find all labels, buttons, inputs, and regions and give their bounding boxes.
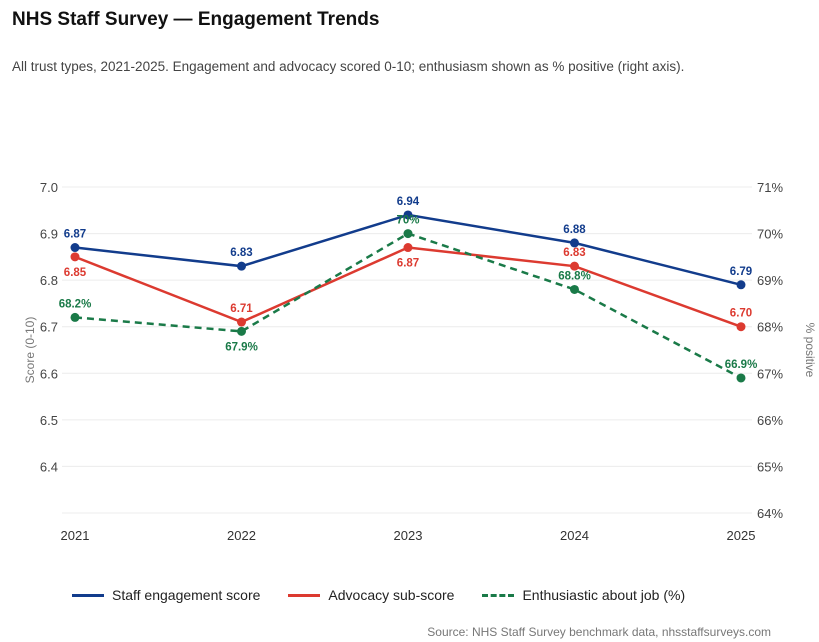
legend-item-engagement[interactable]: Staff engagement score	[72, 587, 260, 603]
data-point-2	[70, 312, 80, 322]
data-point-2	[570, 284, 579, 294]
legend-item-enthusiasm[interactable]: Enthusiastic about job (%)	[482, 587, 685, 603]
y2-tick-label: 70%	[757, 227, 783, 242]
legend-label: Staff engagement score	[112, 587, 261, 603]
y-tick-label: 6.8	[40, 273, 58, 288]
data-label-2: 67.9%	[225, 341, 258, 353]
legend-label: Enthusiastic about job (%)	[522, 587, 686, 603]
x-tick-label: 2023	[394, 528, 423, 543]
legend-item-advocacy[interactable]: Advocacy sub-score	[288, 587, 454, 603]
data-label-1: 6.83	[563, 247, 585, 259]
y2-tick-label: 66%	[757, 413, 783, 428]
y-axis-title: Score (0-10)	[23, 317, 37, 384]
data-point-0	[70, 243, 80, 253]
y-tick-label: 6.4	[40, 459, 58, 474]
data-label-0: 6.83	[230, 247, 252, 259]
data-label-2: 68.8%	[558, 270, 591, 282]
y2-tick-label: 71%	[757, 180, 783, 195]
x-tick-label: 2024	[560, 528, 589, 543]
data-label-2: 66.9%	[725, 359, 758, 371]
y2-tick-label: 68%	[757, 320, 783, 335]
data-point-1	[570, 261, 579, 271]
legend-swatch-advocacy	[288, 593, 321, 597]
data-label-1: 6.87	[397, 258, 419, 270]
legend-swatch-enthusiasm	[482, 593, 515, 597]
y2-tick-label: 64%	[757, 506, 783, 521]
data-point-0	[403, 210, 413, 220]
data-point-1	[736, 322, 746, 332]
y-tick-label: 6.7	[40, 320, 58, 335]
data-label-2: 68.2%	[59, 298, 92, 310]
y-tick-label: 6.6	[40, 366, 58, 381]
data-point-1	[237, 317, 246, 327]
data-label-0: 6.94	[397, 196, 420, 208]
source-note: Source: NHS Staff Survey benchmark data,…	[427, 625, 771, 639]
series-line-2	[74, 232, 742, 380]
data-point-2	[736, 373, 746, 383]
y-tick-label: 7.0	[40, 180, 58, 195]
y-tick-label: 6.5	[40, 413, 58, 428]
data-point-0	[570, 238, 579, 248]
data-label-1: 6.70	[730, 308, 752, 320]
legend-swatch-engagement	[72, 593, 104, 597]
x-tick-label: 2025	[727, 528, 756, 543]
data-point-1	[403, 243, 413, 253]
chart-title: NHS Staff Survey — Engagement Trends	[12, 9, 380, 30]
chart-subtitle: All trust types, 2021-2025. Engagement a…	[12, 59, 685, 74]
data-point-2	[237, 326, 246, 336]
y2-tick-label: 65%	[757, 459, 783, 474]
x-tick-label: 2022	[227, 528, 256, 543]
y2-tick-label: 67%	[757, 366, 783, 381]
data-point-1	[70, 252, 80, 262]
y2-axis-title: % positive	[803, 323, 817, 378]
y-tick-label: 6.9	[40, 227, 58, 242]
data-point-0	[736, 280, 746, 290]
legend-label: Advocacy sub-score	[328, 587, 455, 603]
y2-tick-label: 69%	[757, 273, 783, 288]
data-label-1: 6.85	[64, 267, 87, 279]
data-point-0	[237, 261, 246, 271]
data-point-2	[403, 229, 413, 239]
data-label-2: 70%	[396, 215, 419, 227]
data-label-0: 6.79	[730, 266, 752, 278]
legend: Staff engagement score Advocacy sub-scor…	[72, 587, 685, 603]
data-label-1: 6.71	[230, 303, 253, 315]
data-label-0: 6.88	[563, 224, 586, 236]
x-tick-label: 2021	[61, 528, 90, 543]
data-label-0: 6.87	[64, 229, 86, 241]
